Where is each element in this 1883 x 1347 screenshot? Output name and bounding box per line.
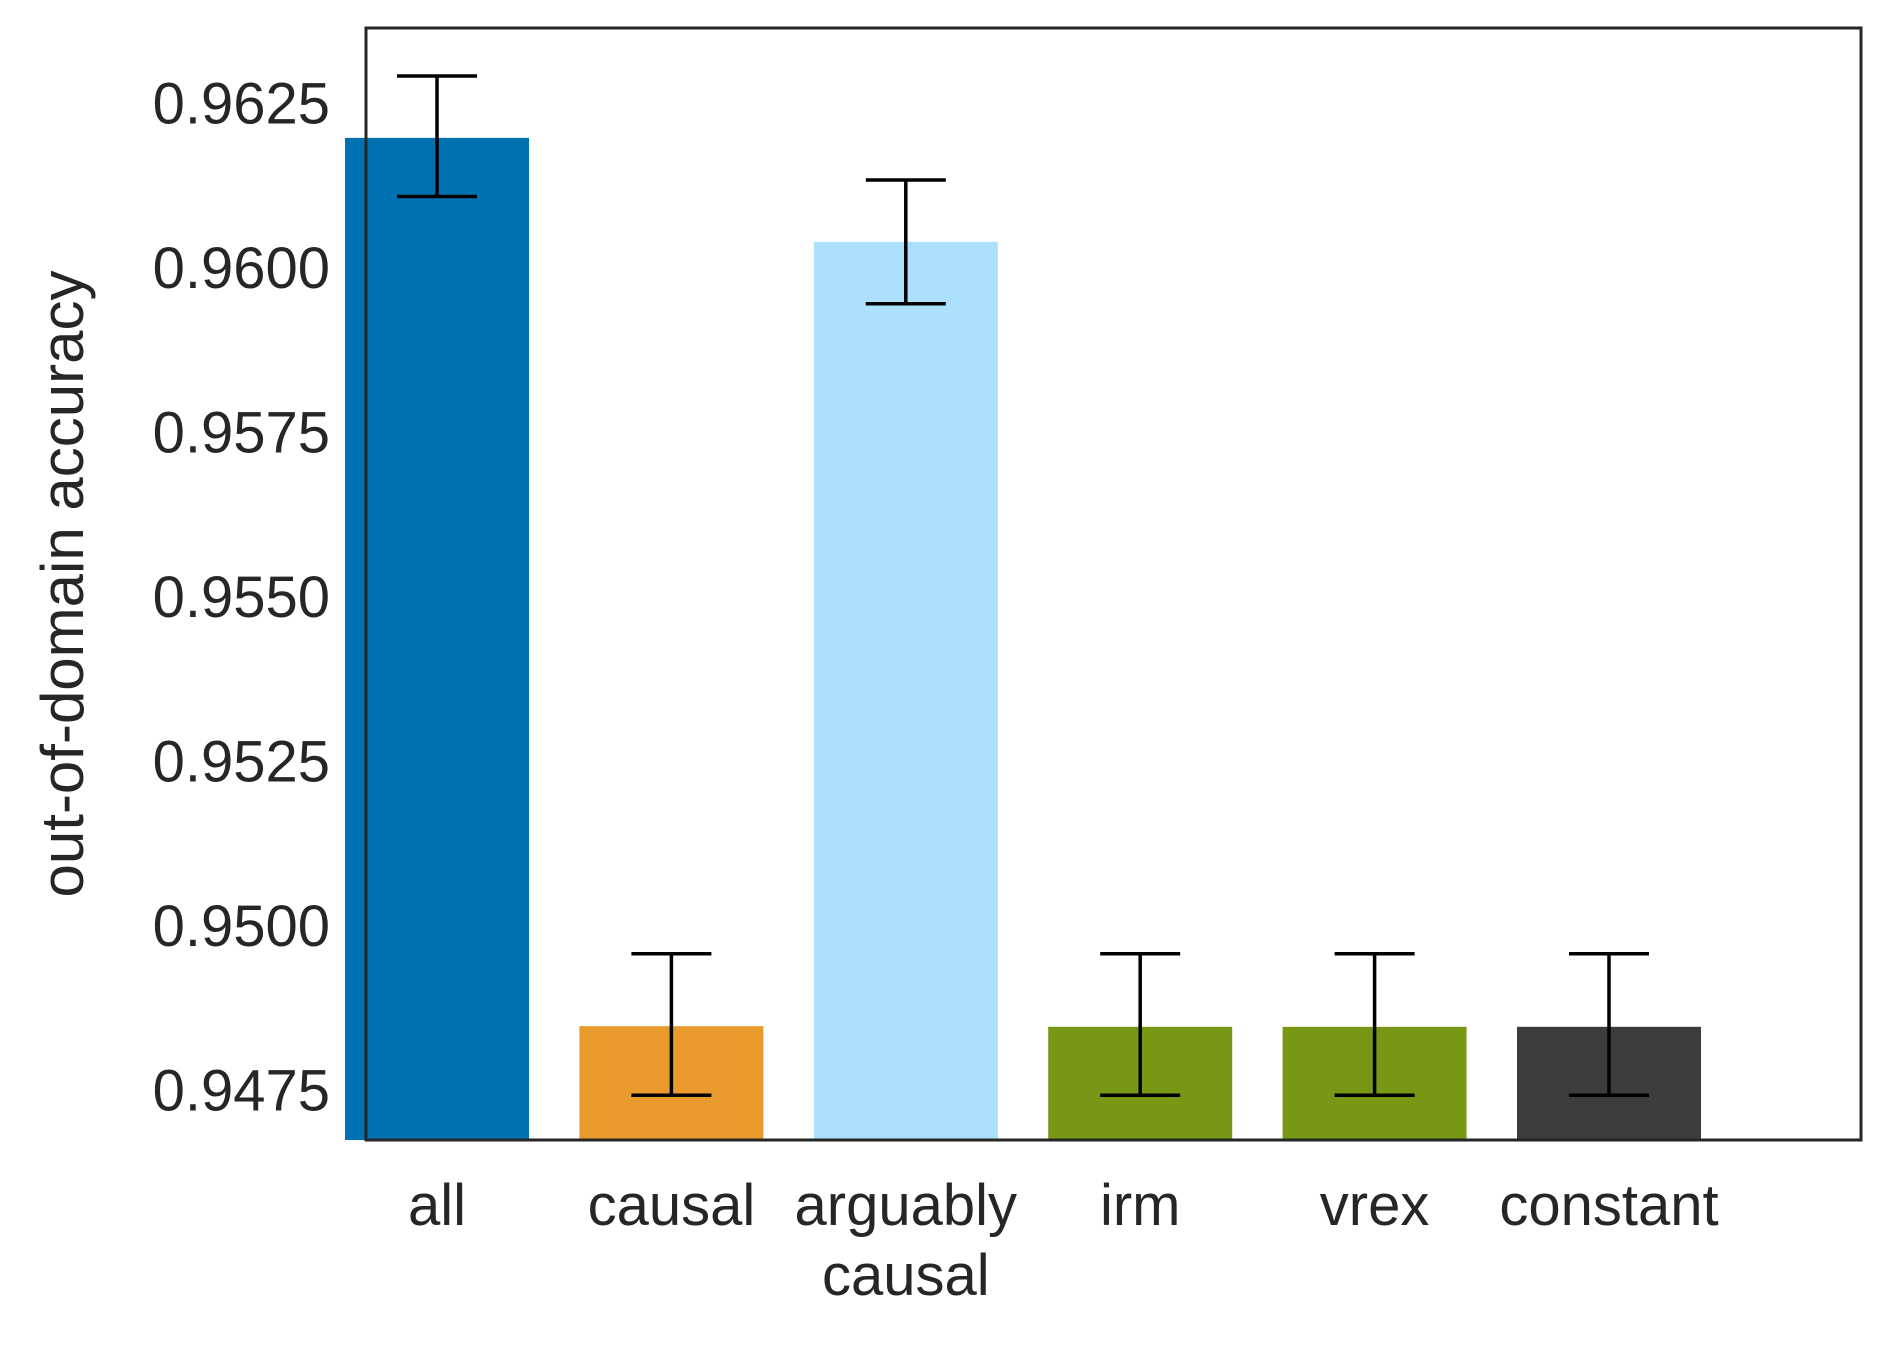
error-bar-causal — [631, 952, 712, 1098]
x-tick-label-line: irm — [1100, 1173, 1181, 1238]
x-tick-label-line: causal — [588, 1173, 756, 1238]
bars-layer — [345, 137, 1701, 1140]
x-tick-label-irm: irm — [1100, 1173, 1181, 1238]
y-tick-label: 0.9575 — [153, 401, 330, 466]
y-tick-label: 0.9475 — [153, 1059, 330, 1124]
x-tick-label-line: constant — [1499, 1173, 1718, 1238]
x-tick-label-line: vrex — [1320, 1173, 1430, 1238]
y-tick-label: 0.9525 — [153, 730, 330, 795]
error-bar-all — [397, 74, 477, 199]
x-tick-label-constant: constant — [1499, 1173, 1718, 1238]
x-tick-label-vrex: vrex — [1320, 1173, 1430, 1238]
x-tick-label-arguably-causal: arguably causal — [795, 1173, 1017, 1308]
error-bar-irm — [1100, 952, 1181, 1098]
error-bar-arguably-causal — [865, 178, 946, 306]
bar-all — [345, 137, 529, 1140]
error-bar-constant — [1569, 952, 1649, 1098]
x-tick-label-line: causal — [822, 1243, 990, 1308]
y-tick-label: 0.9500 — [153, 894, 330, 959]
y-tick-label: 0.9625 — [153, 72, 330, 137]
y-tick-label: 0.9600 — [153, 236, 330, 301]
y-axis-label: out-of-domain accuracy — [29, 271, 96, 898]
x-tick-label-line: all — [408, 1173, 466, 1238]
y-tick-label: 0.9550 — [153, 565, 330, 630]
bar-arguably-causal — [813, 241, 998, 1140]
y-axis-ticks: 0.9475 0.9500 0.9525 0.9550 0.9575 0.9600 0.96… — [153, 72, 330, 1124]
error-bars-layer — [397, 74, 1649, 1098]
x-tick-label-line: arguably — [795, 1173, 1017, 1238]
x-tick-label-all: all — [408, 1173, 466, 1238]
error-bar-vrex — [1334, 952, 1415, 1098]
x-tick-label-causal: causal — [588, 1173, 756, 1238]
plot-frame — [364, 26, 1863, 1142]
